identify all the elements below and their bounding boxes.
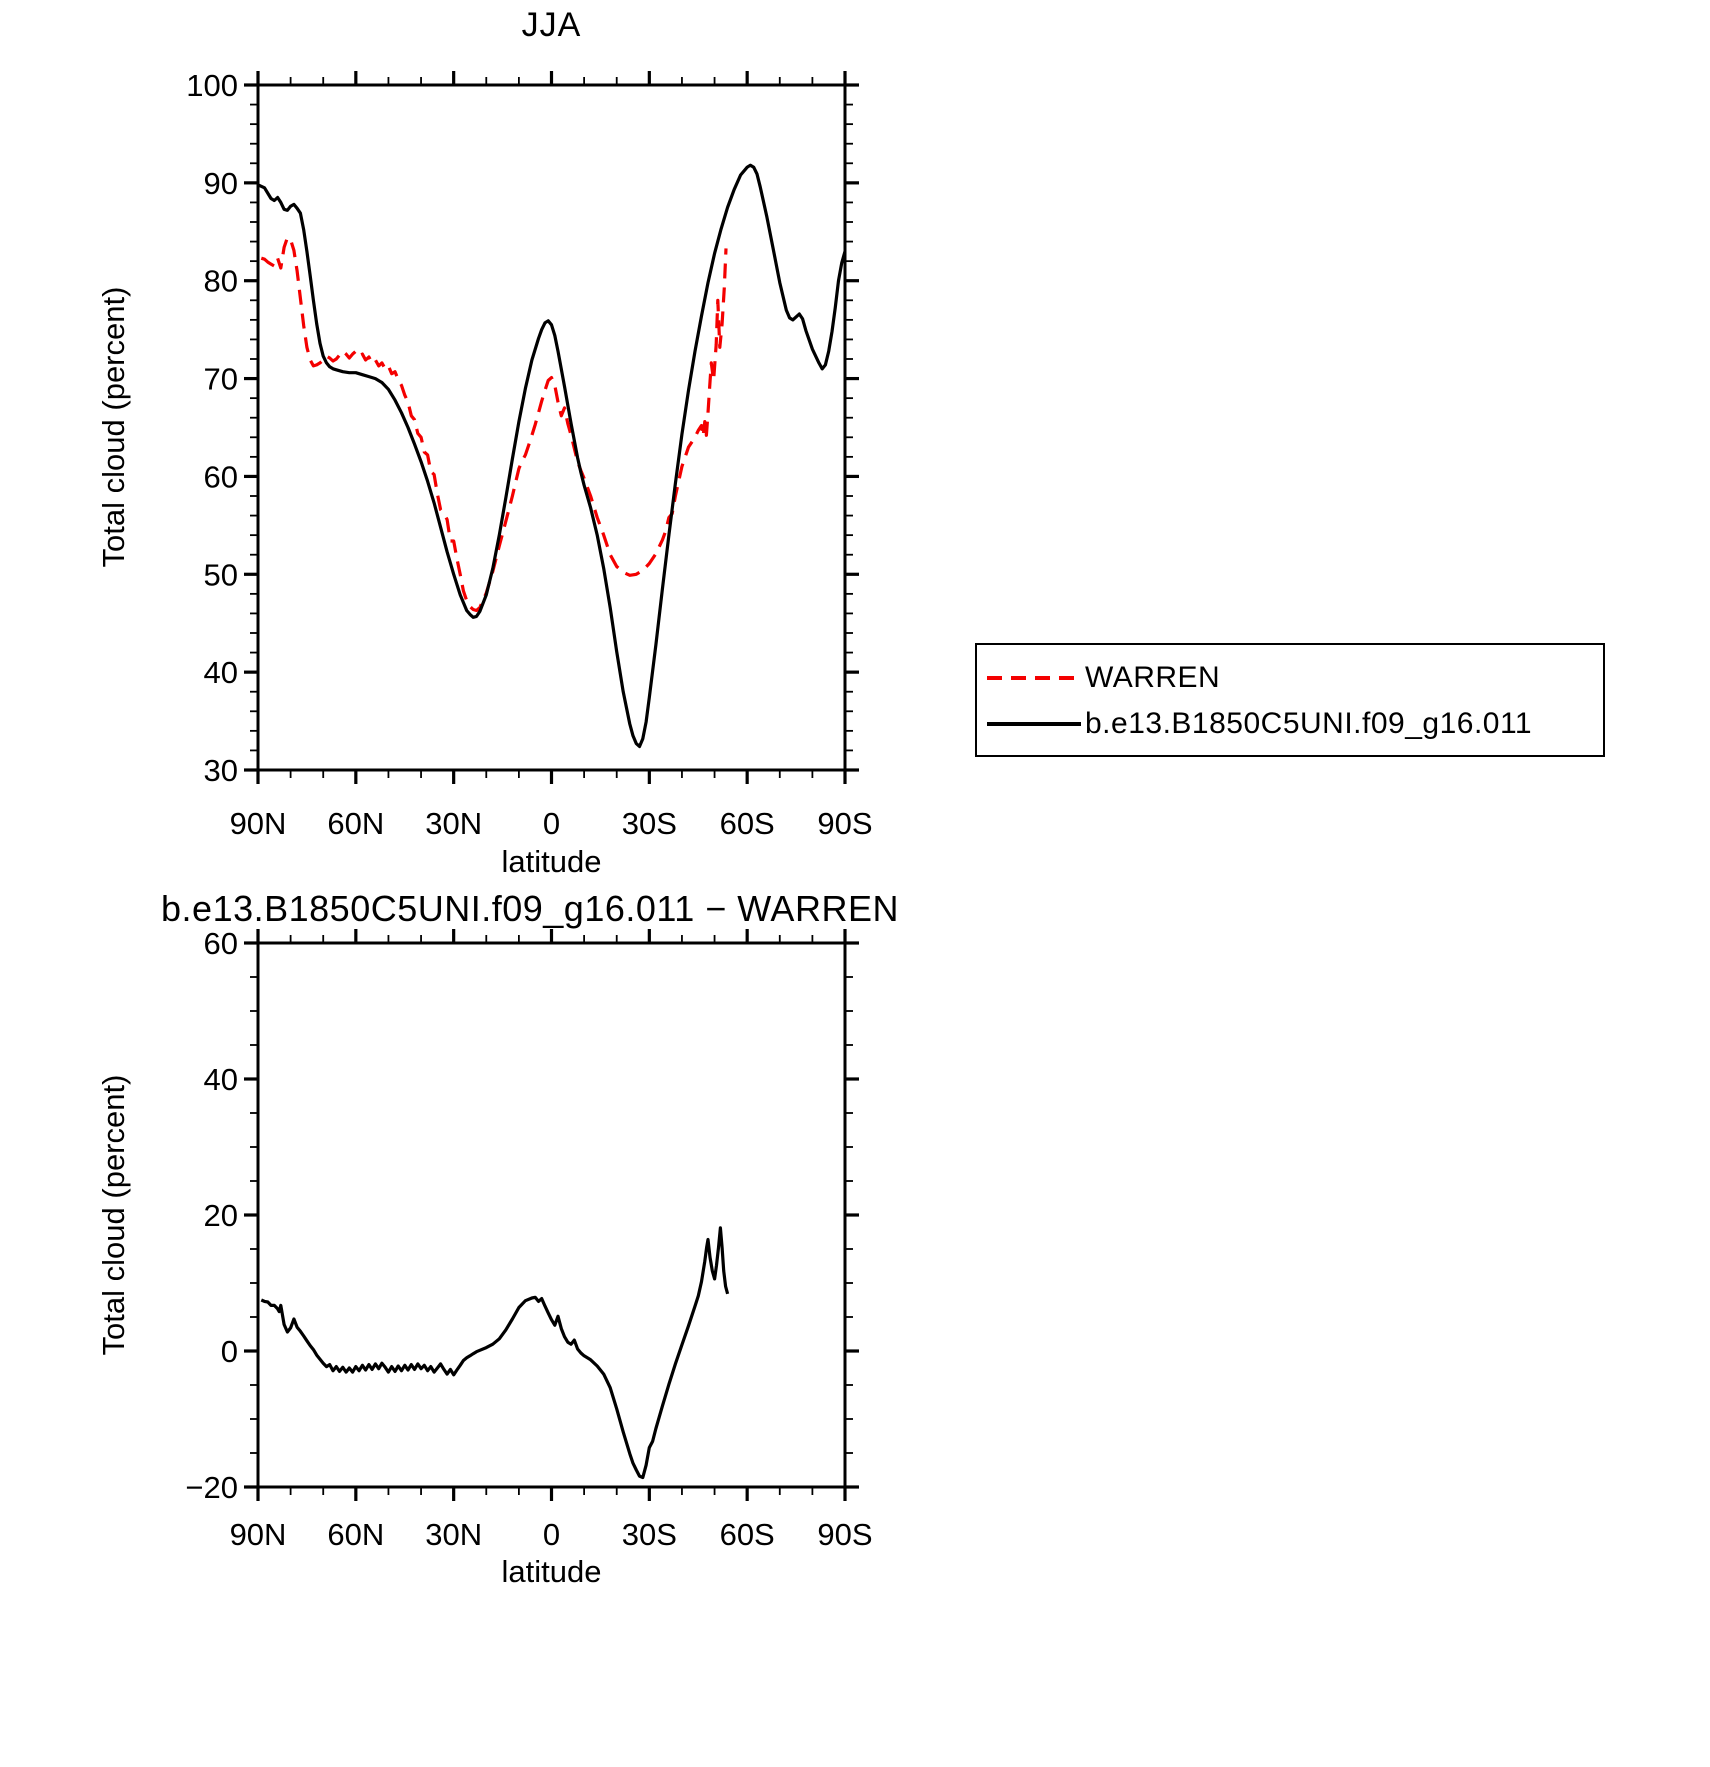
y-tick-label: 0 [221,1334,238,1369]
x-tick-label: 0 [543,806,560,841]
bottom-chart-title: b.e13.B1850C5UNI.f09_g16.011 − WARREN [161,888,899,929]
x-tick-label: 60N [327,1517,384,1552]
top-chart-ylabel: Total cloud (percent) [96,286,131,568]
y-tick-label: 100 [186,68,238,103]
warren-dashed-line-sample [987,676,1081,680]
x-tick-label: 90N [230,806,287,841]
x-tick-label: 30S [622,806,677,841]
legend-label-warren: WARREN [1085,661,1221,694]
x-tick-label: 60S [720,1517,775,1552]
series-line-model-minus-warren [260,1226,730,1480]
series-line-b-e13-b1850c5uni-f09-g16-011 [257,163,847,749]
x-tick-label: 60S [720,806,775,841]
x-tick-label: 60N [327,806,384,841]
y-tick-label: 70 [204,362,238,397]
y-tick-label: 40 [204,655,238,690]
y-tick-label: 60 [204,459,238,494]
bottom-chart-xlabel: latitude [501,1554,602,1589]
y-tick-label: −20 [185,1470,238,1505]
legend-box: WARREN b.e13.B1850C5UNI.f09_g16.011 [975,643,1605,757]
x-tick-label: 0 [543,1517,560,1552]
x-tick-label: 30N [425,1517,482,1552]
bottom-chart-ylabel: Total cloud (percent) [96,1074,131,1356]
top-chart-xlabel: latitude [501,844,602,879]
plot-frames [256,83,847,1489]
y-tick-label: 20 [204,1198,238,1233]
legend-row-warren: WARREN [977,655,1603,701]
x-tick-label: 30N [425,806,482,841]
y-tick-label: 50 [204,557,238,592]
legend-row-model: b.e13.B1850C5UNI.f09_g16.011 [977,701,1603,747]
top-chart-title: JJA [521,6,582,44]
data-series-lines [257,163,847,1480]
y-tick-label: 30 [204,753,238,788]
axis-ticks [244,71,859,1501]
x-tick-label: 30S [622,1517,677,1552]
series-line-warren [260,236,728,613]
legend-label-model: b.e13.B1850C5UNI.f09_g16.011 [1085,707,1533,740]
axis-tick-labels: 30 40 50 60 70 80 90 100 90N 60N 30N 0 30S 60S 90S −20 0… [185,68,872,1552]
model-solid-line-sample [987,722,1081,726]
x-tick-label: 90S [817,1517,872,1552]
y-tick-label: 90 [204,166,238,201]
y-tick-label: 40 [204,1062,238,1097]
y-tick-label: 80 [204,264,238,299]
x-tick-label: 90N [230,1517,287,1552]
x-tick-label: 90S [817,806,872,841]
y-tick-label: 60 [204,926,238,961]
